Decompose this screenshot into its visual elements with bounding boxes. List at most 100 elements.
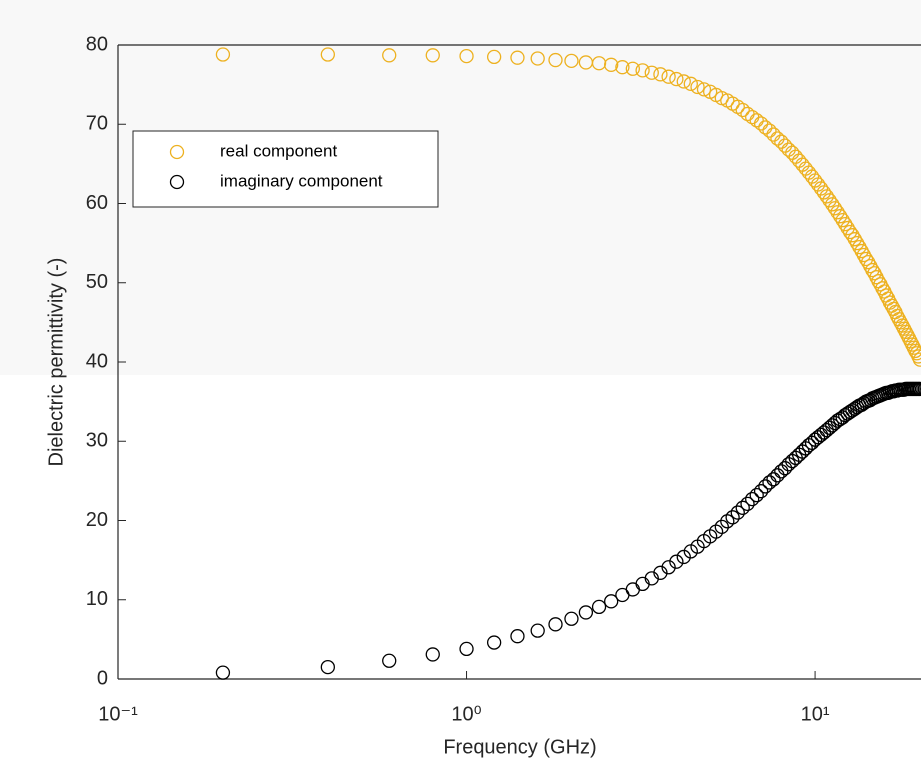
data-point xyxy=(735,102,750,118)
data-point xyxy=(625,582,640,597)
data-point xyxy=(530,623,545,638)
data-point xyxy=(382,653,397,668)
data-point xyxy=(825,197,840,212)
data-point xyxy=(215,665,231,680)
data-point xyxy=(604,594,619,609)
data-point xyxy=(827,415,843,431)
data-point xyxy=(912,352,921,367)
data-point xyxy=(840,220,855,236)
data-point xyxy=(745,491,760,507)
legend-box xyxy=(132,130,439,208)
y-tick-label: 80 xyxy=(86,33,108,55)
data-point xyxy=(604,57,619,72)
data-point xyxy=(735,500,750,515)
data-point xyxy=(777,461,793,476)
data-point xyxy=(730,505,745,520)
legend-marker xyxy=(169,144,185,160)
y-axis-label: Dielectric permittivity (-) xyxy=(45,258,67,467)
data-point xyxy=(530,51,545,66)
data-point xyxy=(770,468,785,483)
data-point xyxy=(714,519,729,534)
y-tick-label: 40 xyxy=(86,350,108,372)
legend-label: imaginary component xyxy=(220,171,383,190)
data-point xyxy=(615,60,630,75)
data-point xyxy=(816,185,832,200)
data-point xyxy=(819,189,834,204)
data-point xyxy=(382,48,397,63)
data-point xyxy=(819,423,834,438)
data-point xyxy=(912,381,921,397)
data-point xyxy=(753,116,769,131)
data-point xyxy=(653,565,668,580)
data-point xyxy=(762,475,777,490)
data-point xyxy=(591,56,607,71)
data-point xyxy=(770,131,785,146)
data-point xyxy=(320,47,335,62)
data-point xyxy=(749,113,764,128)
data-point xyxy=(832,209,848,224)
data-point xyxy=(740,496,755,512)
data-point xyxy=(762,123,777,138)
legend-marker xyxy=(169,174,185,190)
data-point xyxy=(425,48,440,63)
y-tick-label: 70 xyxy=(86,113,108,135)
data-point xyxy=(774,134,789,149)
data-point xyxy=(510,629,525,644)
data-point xyxy=(510,50,525,65)
data-point xyxy=(909,346,921,361)
data-point xyxy=(661,560,676,575)
data-point xyxy=(753,484,769,499)
legend-label: real component xyxy=(220,141,337,160)
data-point xyxy=(215,47,231,62)
data-point xyxy=(766,472,781,487)
data-point xyxy=(908,343,921,359)
data-point xyxy=(320,659,335,675)
data-point xyxy=(625,61,640,76)
data-point xyxy=(564,53,579,68)
data-point xyxy=(690,79,705,95)
data-point xyxy=(676,74,691,89)
data-point xyxy=(683,76,698,91)
data-point xyxy=(696,82,712,97)
data-point xyxy=(661,69,676,84)
data-point xyxy=(548,617,563,632)
data-point xyxy=(578,605,594,620)
data-point xyxy=(564,611,579,626)
data-point xyxy=(903,334,918,349)
y-tick-label: 0 xyxy=(97,667,108,689)
data-point xyxy=(858,251,874,267)
data-point xyxy=(749,487,764,503)
data-point xyxy=(591,599,607,615)
data-point xyxy=(905,337,920,352)
data-point xyxy=(845,228,860,243)
data-point xyxy=(777,138,793,153)
y-tick-label: 10 xyxy=(86,588,108,610)
data-point xyxy=(635,63,650,78)
data-point xyxy=(758,120,773,135)
data-point xyxy=(669,71,684,87)
data-point xyxy=(644,65,659,80)
data-point xyxy=(842,224,858,240)
x-tick-label: 10⁻¹ xyxy=(98,703,138,725)
data-point xyxy=(852,239,867,255)
data-point xyxy=(835,212,850,228)
data-point xyxy=(847,232,862,247)
data-point xyxy=(425,647,440,662)
x-axis-label: Frequency (GHz) xyxy=(443,736,596,758)
data-point xyxy=(911,349,921,364)
data-point xyxy=(548,52,563,68)
data-point xyxy=(486,49,502,65)
data-point xyxy=(827,201,843,216)
data-point xyxy=(459,641,474,657)
data-point xyxy=(635,576,650,592)
data-point xyxy=(758,479,773,494)
data-point xyxy=(766,127,781,142)
x-tick-label: 10⁰ xyxy=(451,703,481,725)
data-point xyxy=(838,216,853,232)
data-point xyxy=(822,193,837,208)
data-point xyxy=(725,510,740,525)
data-point xyxy=(849,235,865,251)
data-point xyxy=(486,635,502,650)
